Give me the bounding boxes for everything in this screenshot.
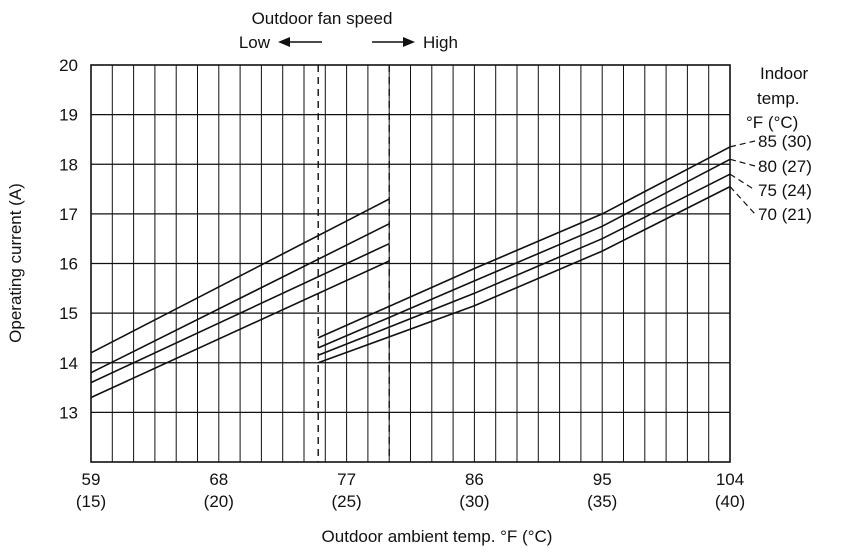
x-tick-label-f: 104 xyxy=(716,470,744,489)
series-line-low-fan xyxy=(90,260,390,399)
series-line-low-fan xyxy=(90,242,390,384)
high-arrow-icon xyxy=(372,37,415,47)
legend-label: 85 (30) xyxy=(758,132,812,151)
legend-label: 75 (24) xyxy=(758,181,812,200)
y-tick-label: 18 xyxy=(59,155,78,174)
legend-label: 80 (27) xyxy=(758,157,812,176)
legend-leader-line xyxy=(729,186,756,215)
x-tick-label-c: (35) xyxy=(587,492,617,511)
series-line-low-fan xyxy=(90,223,390,374)
legend-title-line-1: Indoor xyxy=(760,64,809,83)
x-tick-label-f: 68 xyxy=(209,470,228,489)
x-tick-label-c: (40) xyxy=(715,492,745,511)
x-tick-label-c: (15) xyxy=(76,492,106,511)
y-tick-label: 19 xyxy=(59,106,78,125)
y-tick-label: 13 xyxy=(59,403,78,422)
legend-leader-line xyxy=(729,173,756,191)
x-tick-label-f: 95 xyxy=(593,470,612,489)
y-tick-label: 20 xyxy=(59,56,78,75)
low-arrow-icon xyxy=(278,37,322,47)
y-tick-label: 15 xyxy=(59,304,78,323)
series-line-high-fan xyxy=(317,146,731,339)
x-tick-label-f: 77 xyxy=(337,470,356,489)
legend-leader-line xyxy=(729,158,756,167)
header-title: Outdoor fan speed xyxy=(252,9,393,28)
legend-title-line-3: °F (°C) xyxy=(746,113,798,132)
y-tick-label: 16 xyxy=(59,255,78,274)
legend-leader-line xyxy=(729,140,756,148)
x-tick-label-f: 86 xyxy=(465,470,484,489)
x-tick-label-c: (25) xyxy=(331,492,361,511)
x-tick-label-f: 59 xyxy=(82,470,101,489)
y-tick-label: 17 xyxy=(59,205,78,224)
series-line-high-fan xyxy=(317,173,731,357)
plot-area xyxy=(90,65,731,462)
plot-frame xyxy=(90,64,731,463)
x-tick-label-c: (20) xyxy=(204,492,234,511)
legend: 85 (30) 80 (27) 75 (24) 70 (21) xyxy=(729,132,812,224)
series-line-high-fan xyxy=(317,158,731,349)
x-tick-label-c: (30) xyxy=(459,492,489,511)
legend-title-line-2: temp. xyxy=(757,89,800,108)
series-line-high-fan xyxy=(317,185,731,364)
series-line-low-fan xyxy=(90,198,390,354)
axis-ticks: 13 14 15 16 17 18 19 20 59 (15) 68 (20) 77 (25) 86 (30)… xyxy=(59,56,745,511)
legend-label: 70 (21) xyxy=(758,205,812,224)
grid xyxy=(90,64,731,463)
header-low-label: Low xyxy=(239,33,271,52)
x-axis-label: Outdoor ambient temp. °F (°C) xyxy=(322,527,553,546)
y-axis-label: Operating current (A) xyxy=(6,183,25,343)
y-tick-label: 14 xyxy=(59,354,78,373)
header-high-label: High xyxy=(423,33,458,52)
